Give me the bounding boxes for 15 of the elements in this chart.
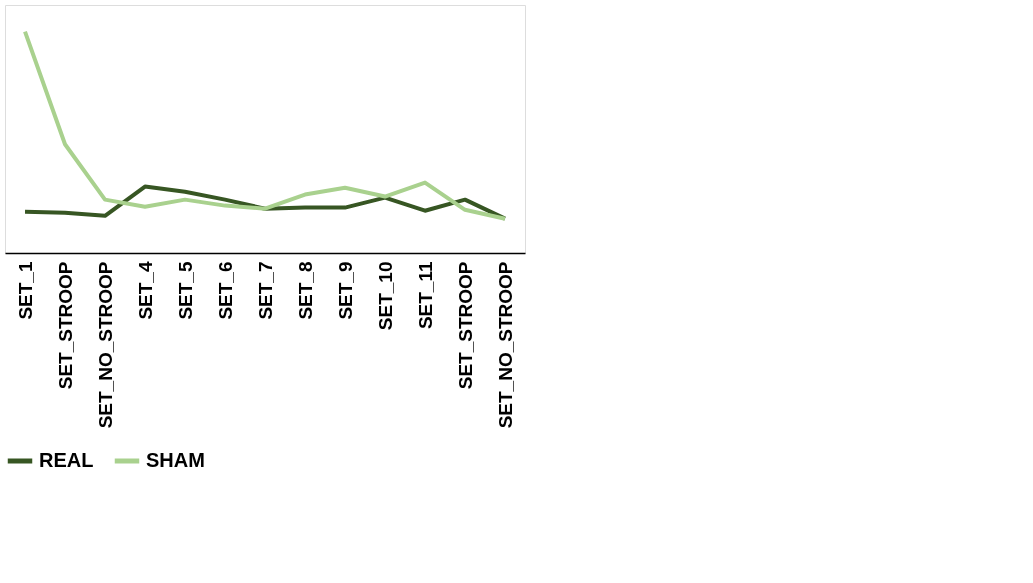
- x-tick-label: SET_NO_STROOP: [94, 261, 116, 429]
- x-tick-label: SET_NO_STROOP: [494, 261, 516, 429]
- x-tick-label: SET_11: [414, 261, 436, 330]
- x-tick-label: SET_8: [294, 261, 316, 320]
- x-tick-label: SET_4: [134, 261, 156, 320]
- x-tick-label: SET_7: [254, 261, 276, 320]
- x-tick-label: SET_9: [334, 261, 356, 320]
- x-tick-label: SET_6: [214, 261, 236, 320]
- x-tick-label: SET_STROOP: [54, 261, 76, 390]
- x-tick-label: SET_5: [174, 261, 196, 320]
- x-tick-label: SET_1: [14, 261, 36, 320]
- legend-label: REAL: [39, 449, 94, 471]
- x-tick-label: SET_STROOP: [454, 261, 476, 390]
- x-tick-label: SET_10: [374, 261, 396, 331]
- legend-label: SHAM: [146, 449, 205, 471]
